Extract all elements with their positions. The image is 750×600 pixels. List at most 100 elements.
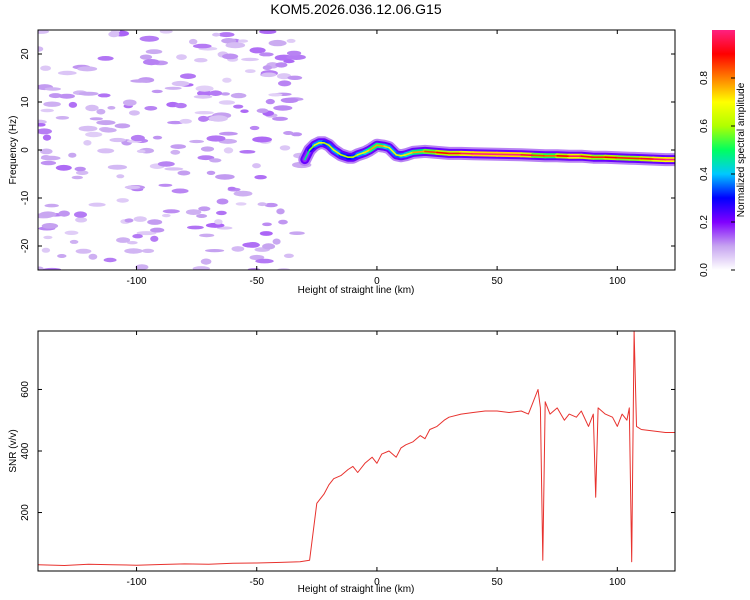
noise-blob xyxy=(39,211,57,218)
noise-blob xyxy=(245,242,260,248)
figure-title: KOM5.2026.036.12.06.G15 xyxy=(270,1,441,17)
noise-blob xyxy=(262,243,276,250)
colorbar-title: Normalized spectral amplitude xyxy=(736,82,747,217)
track-core xyxy=(604,156,619,159)
colorbar-tick-label: 0.0 xyxy=(699,263,710,277)
noise-blob xyxy=(209,158,222,163)
noise-blob xyxy=(241,57,259,62)
noise-blob xyxy=(42,267,62,270)
noise-blob xyxy=(272,238,281,245)
noise-blob xyxy=(96,108,106,115)
snr-plot-area xyxy=(38,331,675,571)
noise-blob xyxy=(124,185,141,190)
noise-blob xyxy=(197,155,215,161)
noise-blob xyxy=(283,253,294,258)
noise-blob xyxy=(256,108,269,113)
noise-blob xyxy=(38,46,44,52)
noise-blob xyxy=(286,38,296,43)
noise-blob xyxy=(262,222,272,227)
track-core xyxy=(364,149,371,154)
noise-blob xyxy=(219,131,238,136)
noise-blob xyxy=(249,125,260,131)
noise-blob xyxy=(75,217,88,223)
track-core xyxy=(424,150,438,154)
noise-blob xyxy=(164,86,182,90)
noise-blob xyxy=(116,237,131,243)
colorbar-tick-label: 0.6 xyxy=(699,119,710,133)
track-core xyxy=(436,151,450,155)
spectrogram-x-ticks: -100 -50 0 50 100 xyxy=(127,30,626,287)
snr-x-tick-label: -100 xyxy=(127,577,147,588)
noise-blob xyxy=(200,258,212,265)
noise-blob xyxy=(283,131,294,135)
noise-blob xyxy=(85,104,99,112)
noise-blob xyxy=(76,170,89,175)
noise-blob xyxy=(151,89,163,94)
snr-y-axis-title: SNR (v/v) xyxy=(8,429,19,472)
noise-blob xyxy=(103,257,117,263)
noise-blob xyxy=(222,77,232,83)
colorbar-gradient xyxy=(712,30,735,270)
noise-blob xyxy=(38,30,49,34)
noise-blob xyxy=(170,149,181,155)
noise-blob xyxy=(259,30,277,34)
noise-blob xyxy=(199,233,215,238)
track-core xyxy=(520,154,535,157)
noise-blob xyxy=(205,222,225,228)
noise-blob xyxy=(193,43,212,49)
noise-blob xyxy=(259,52,274,57)
noise-blob xyxy=(133,216,147,222)
noise-blob xyxy=(230,92,247,99)
noise-blob xyxy=(171,80,190,87)
colorbar-tick-label: 0.8 xyxy=(699,71,710,85)
noise-blob xyxy=(100,127,117,133)
noise-blob xyxy=(227,186,236,191)
noise-blob xyxy=(194,111,214,115)
colorbar: 0.0 0.2 0.4 0.6 0.8 Normalized spectral ampl… xyxy=(699,30,747,277)
track-core xyxy=(308,144,316,151)
colorbar-tick-label: 0.4 xyxy=(699,167,710,181)
spectrogram-signal-track xyxy=(298,136,675,167)
noise-blob xyxy=(136,231,157,236)
track-core xyxy=(472,153,498,156)
noise-blob xyxy=(88,202,106,207)
spectrogram-y-tick-label: -20 xyxy=(20,238,31,253)
spectrogram-y-tick-label: -10 xyxy=(20,190,31,205)
noise-blob xyxy=(261,72,277,78)
noise-blob xyxy=(206,135,226,142)
noise-blob xyxy=(212,32,221,37)
spectrogram-x-tick-label: -100 xyxy=(127,276,147,287)
noise-blob xyxy=(89,117,103,121)
noise-blob xyxy=(209,90,223,96)
noise-blob xyxy=(144,106,158,111)
noise-blob xyxy=(196,214,208,218)
noise-blob xyxy=(278,80,292,87)
noise-blob xyxy=(220,92,230,96)
snr-x-tick-label: 100 xyxy=(609,577,626,588)
spectrogram-y-tick-label: 10 xyxy=(20,96,31,108)
noise-blob xyxy=(272,116,288,121)
noise-blob xyxy=(215,174,235,180)
track-core xyxy=(532,154,547,157)
noise-blob xyxy=(287,75,303,81)
noise-blob xyxy=(221,38,237,44)
noise-blob xyxy=(97,56,114,61)
noise-blob xyxy=(265,98,275,105)
snr-x-tick-label: 50 xyxy=(492,577,504,588)
noise-blob xyxy=(135,264,149,270)
snr-series xyxy=(38,331,675,566)
noise-blob xyxy=(48,93,63,99)
spectrogram-noise-blobs xyxy=(38,30,312,270)
track-core xyxy=(332,149,342,156)
noise-blob xyxy=(176,54,187,60)
noise-blob xyxy=(58,93,75,99)
noise-blob xyxy=(273,105,293,111)
noise-blob xyxy=(193,94,213,99)
noise-blob xyxy=(208,115,228,122)
noise-blob xyxy=(264,202,278,208)
noise-blob xyxy=(222,53,239,60)
noise-blob xyxy=(167,120,184,125)
noise-blob xyxy=(150,235,159,242)
track-core xyxy=(388,146,398,156)
noise-blob xyxy=(249,47,266,54)
